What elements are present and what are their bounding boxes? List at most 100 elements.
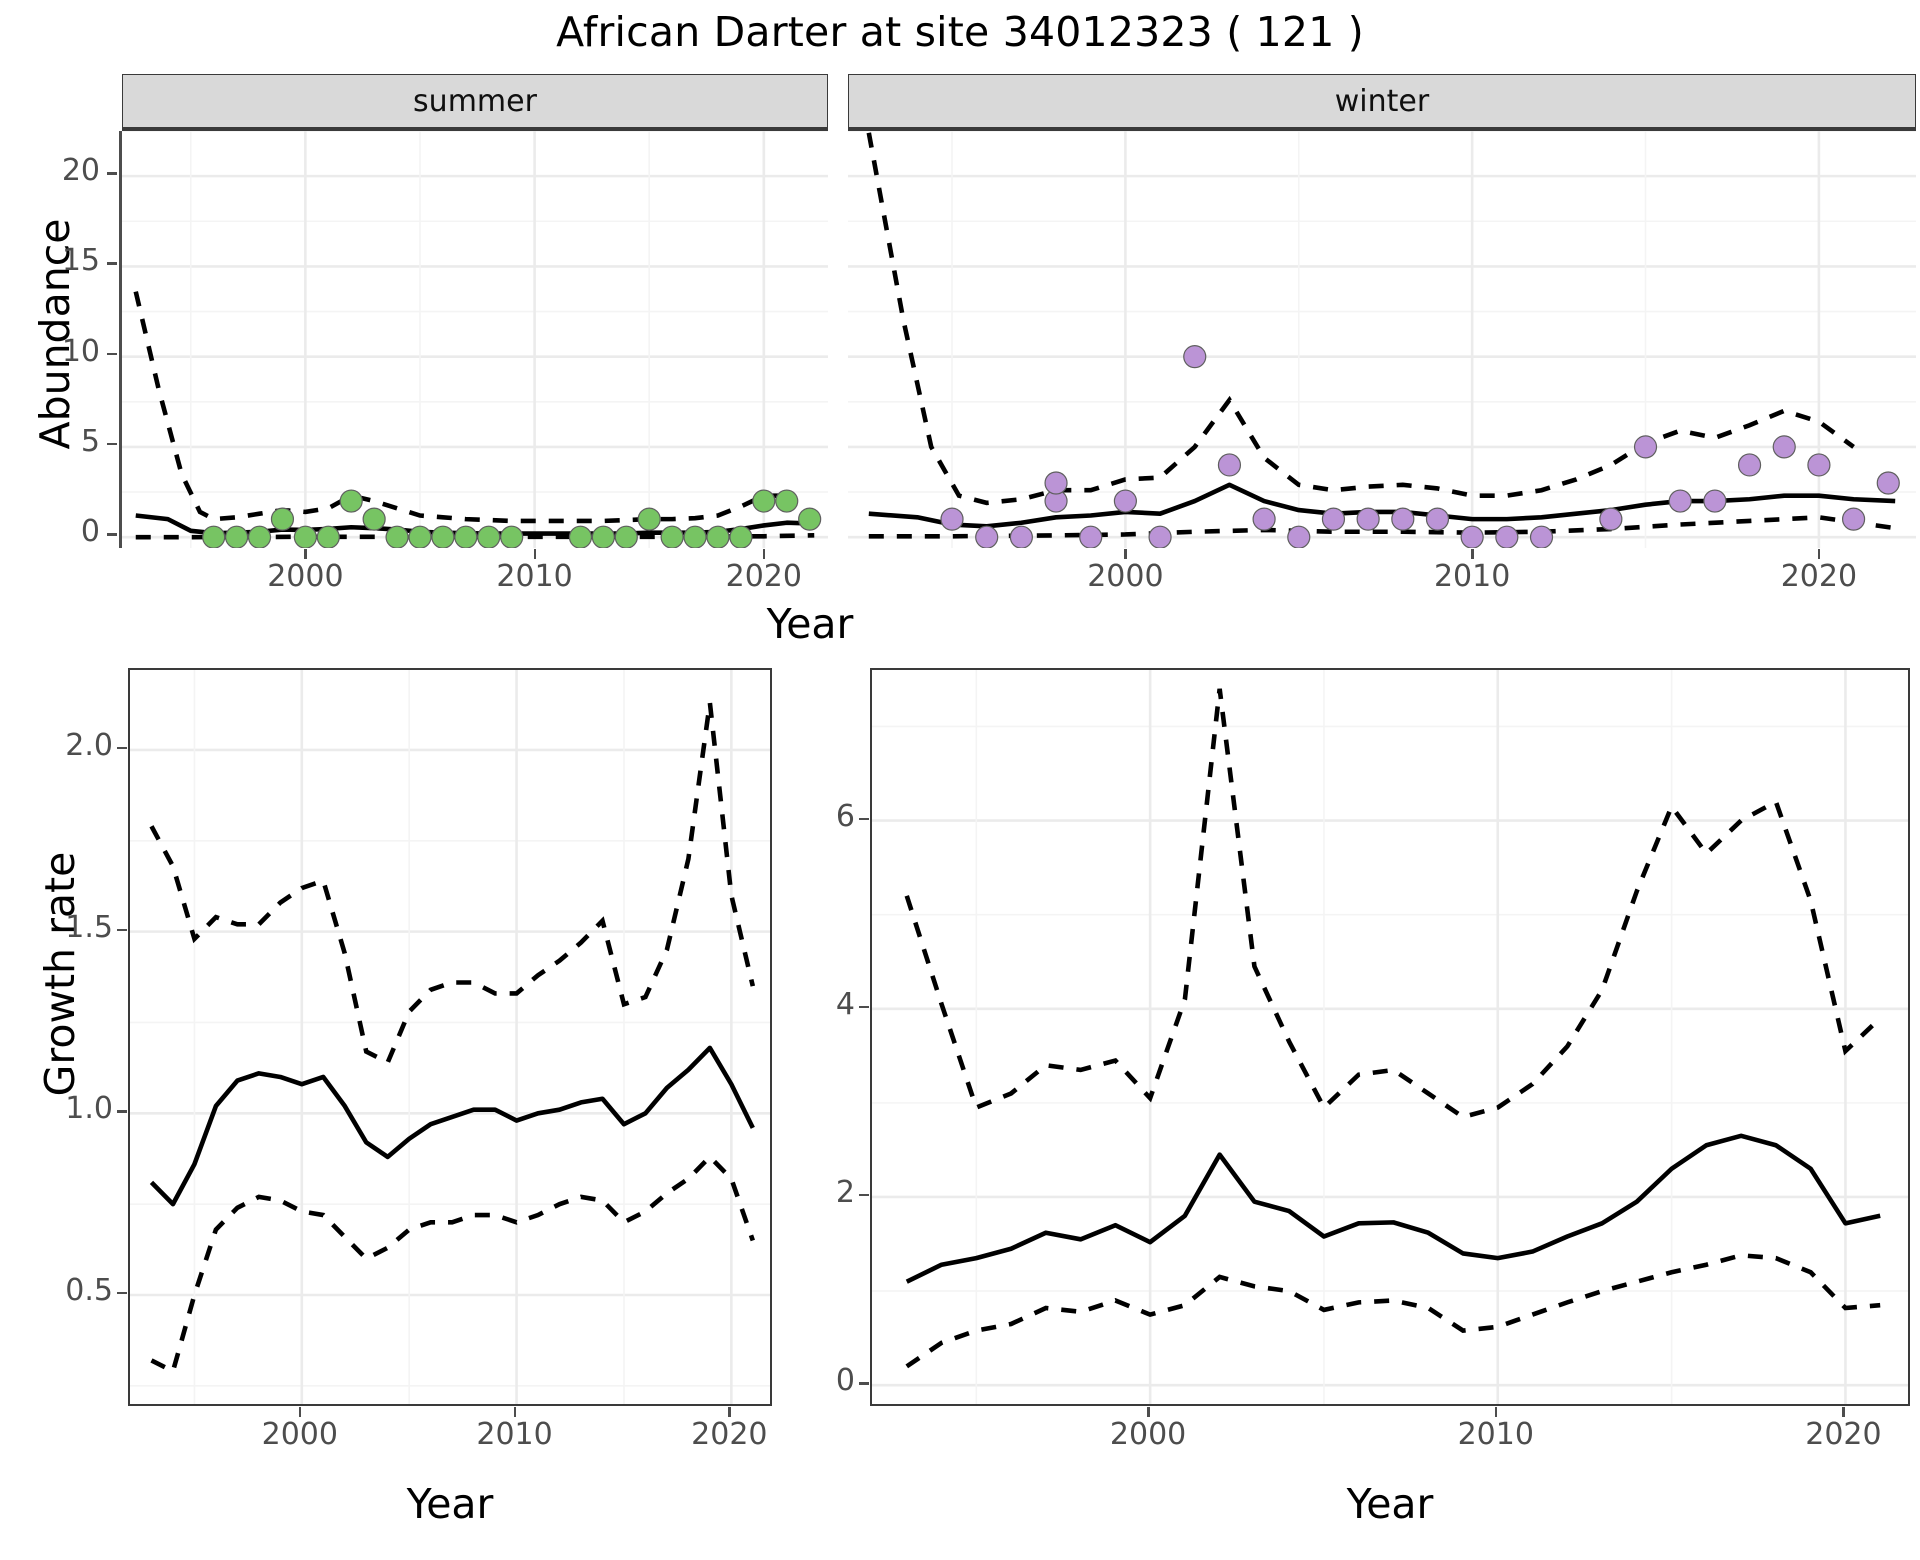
- ws-ytick: [859, 1005, 869, 1009]
- data-point: [1703, 489, 1727, 513]
- ws-ytick-label: 4: [835, 986, 855, 1022]
- data-point: [408, 525, 432, 548]
- data-point: [339, 489, 363, 513]
- data-point: [500, 525, 524, 548]
- abundance-winter-xtick: [1124, 549, 1127, 559]
- data-point: [1391, 507, 1415, 531]
- facet-strip-summer-label: summer: [413, 83, 537, 119]
- data-point: [362, 507, 386, 531]
- data-point: [798, 507, 822, 531]
- data-point: [1009, 525, 1033, 548]
- growth-xtick-label: 2010: [476, 1417, 553, 1452]
- data-point: [1495, 525, 1519, 548]
- abundance-winter-xtick: [1471, 549, 1474, 559]
- ws-x-axis-label: Year: [1346, 1480, 1434, 1528]
- growth-rate-mean-line: [149, 1045, 755, 1207]
- ws-xtick: [1494, 1407, 1498, 1417]
- data-point: [1841, 507, 1866, 531]
- growth-ytick-label: 1.0: [65, 1091, 113, 1127]
- data-point: [1737, 453, 1762, 477]
- data-point: [1113, 489, 1137, 513]
- abundance-ytick: [107, 352, 117, 356]
- abundance-summer-xtick-label: 2000: [267, 559, 344, 594]
- data-point: [1356, 507, 1380, 531]
- ws-xtick: [1147, 1407, 1150, 1417]
- data-point: [637, 507, 661, 531]
- abundance-ytick-label: 20: [61, 153, 100, 189]
- ws-ytick: [859, 1382, 869, 1385]
- data-point: [477, 525, 501, 548]
- panel-growth-rate: [128, 668, 772, 1406]
- growth-rate-upper-line: [149, 702, 756, 1066]
- data-point: [775, 489, 799, 513]
- facet-strip-winter-label: winter: [1334, 83, 1430, 119]
- growth-rate-canvas: [130, 670, 770, 1404]
- abundance-summer-xtick: [304, 549, 307, 559]
- growth-rate-lower-line: [150, 1153, 755, 1375]
- data-point: [1148, 525, 1172, 548]
- ws-ytick: [859, 817, 869, 821]
- ws-ratio-canvas: [872, 670, 1908, 1404]
- ws-ytick-label: 6: [835, 798, 855, 834]
- ws-xtick-label: 2020: [1805, 1417, 1882, 1452]
- abundance-winter-xtick-label: 2020: [1780, 559, 1858, 594]
- data-point: [1668, 489, 1692, 513]
- abundance-summer-xtick: [762, 549, 766, 559]
- data-point: [454, 525, 478, 548]
- growth-ytick: [117, 1291, 127, 1295]
- ws-ytick: [859, 1193, 869, 1197]
- data-point: [1460, 525, 1484, 548]
- growth-y-axis-label: Growth rate: [36, 851, 84, 1097]
- abundance-ytick: [107, 533, 117, 536]
- abundance-ytick-label: 0: [80, 514, 100, 550]
- abundance-ytick-label: 15: [61, 243, 100, 279]
- data-point: [752, 489, 776, 513]
- abundance-summer-xtick-label: 2020: [725, 559, 802, 594]
- data-point: [568, 525, 593, 548]
- ws-ratio-mean-line: [905, 1133, 1881, 1284]
- ws-ytick-label: 0: [835, 1363, 855, 1399]
- abundance-summer-canvas: [122, 131, 828, 548]
- panel-abundance-summer: [122, 128, 828, 548]
- data-point: [225, 525, 249, 548]
- data-point: [270, 507, 295, 531]
- data-point: [1321, 507, 1346, 531]
- growth-ytick: [117, 746, 127, 750]
- panel-abundance-winter: [848, 128, 1916, 548]
- data-point: [293, 525, 317, 548]
- ws-ratio-lower-line: [905, 1252, 1881, 1369]
- abundance-ytick: [107, 172, 117, 175]
- abundance-winter-upper-line: [866, 132, 1855, 506]
- data-point: [1807, 453, 1831, 477]
- data-point: [683, 525, 707, 548]
- data-point: [316, 525, 340, 548]
- abundance-summer-upper-line: [133, 291, 787, 524]
- abundance-ytick-label: 5: [80, 423, 100, 459]
- data-point: [247, 525, 272, 548]
- data-point: [1876, 471, 1900, 495]
- growth-xtick-label: 2000: [261, 1417, 338, 1452]
- growth-ytick-label: 1.5: [65, 909, 113, 945]
- data-point: [940, 507, 964, 531]
- ws-ytick-label: 2: [835, 1174, 855, 1210]
- growth-xtick: [298, 1407, 302, 1417]
- data-point: [614, 525, 638, 548]
- abundance-ytick: [107, 442, 117, 446]
- data-point: [1772, 435, 1796, 459]
- data-point: [706, 525, 730, 548]
- growth-ytick-label: 2.0: [65, 727, 113, 763]
- data-point: [1252, 507, 1276, 531]
- abundance-winter-xtick-label: 2010: [1433, 559, 1511, 594]
- data-point: [1425, 507, 1450, 531]
- growth-xtick-label: 2020: [691, 1417, 768, 1452]
- figure-title: African Darter at site 34012323 ( 121 ): [556, 8, 1364, 56]
- growth-ytick-label: 0.5: [65, 1272, 113, 1308]
- abundance-winter-canvas: [848, 131, 1916, 548]
- ws-ratio-upper-line: [904, 688, 1882, 1120]
- data-point: [1079, 525, 1103, 548]
- data-point: [1599, 507, 1623, 531]
- data-point: [1529, 525, 1554, 548]
- data-point: [1183, 345, 1207, 369]
- panel-ws-ratio: [870, 668, 1910, 1406]
